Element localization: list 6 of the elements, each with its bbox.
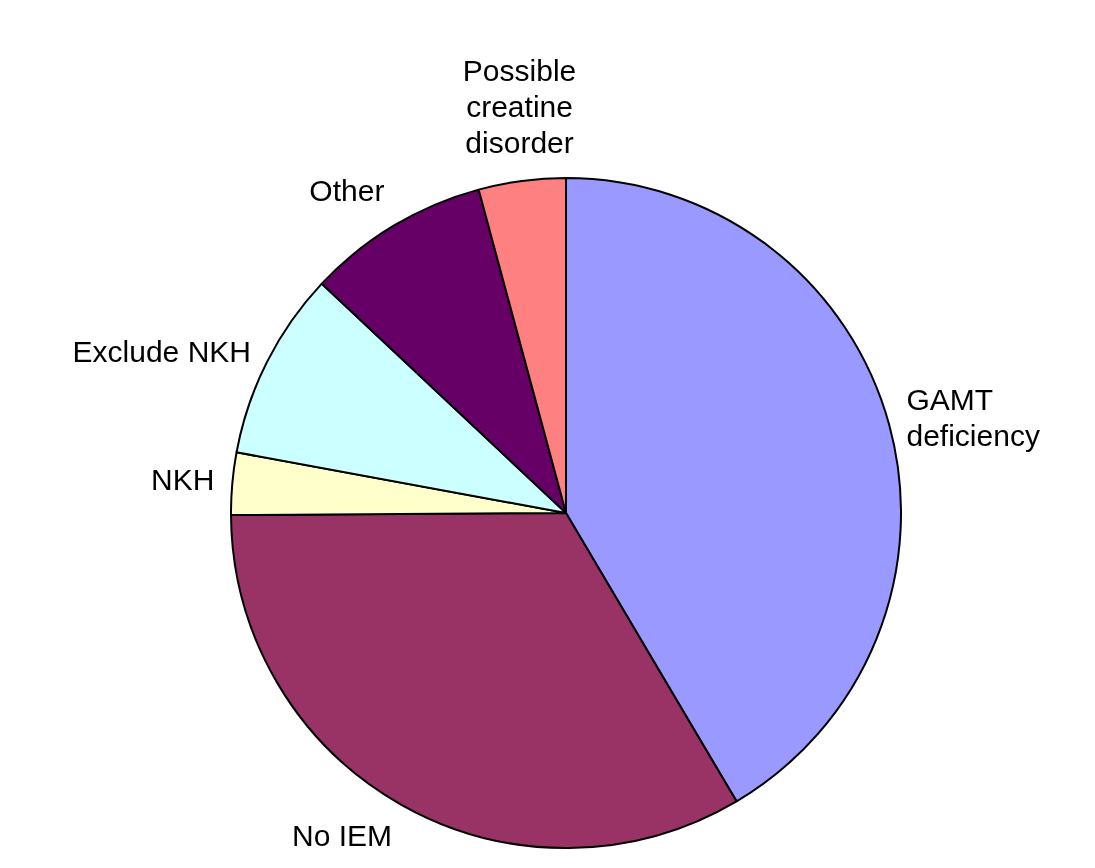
slice-label: NKH	[151, 463, 215, 497]
slice-label: Other	[309, 173, 385, 207]
slice-label: GAMT deficiency	[906, 383, 1040, 453]
slice-label: Exclude NKH	[72, 335, 251, 368]
slice-label: No IEM	[292, 819, 393, 853]
slice-label: Possible creatine disorder	[462, 54, 577, 160]
